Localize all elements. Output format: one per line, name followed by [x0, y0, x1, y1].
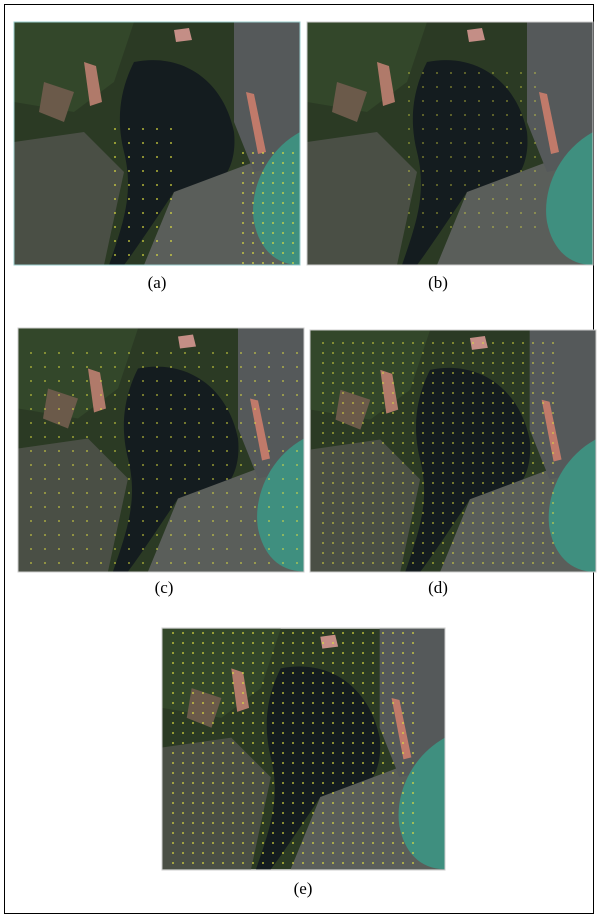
panel-e — [162, 628, 445, 870]
panel-caption: (c) — [155, 578, 174, 597]
figure: (a) (b) (c) (d) (e) — [0, 0, 598, 918]
panel-c — [18, 328, 304, 572]
panel-a — [14, 22, 300, 265]
panel-b — [307, 22, 593, 265]
panel-d — [310, 330, 596, 572]
panel-caption: (a) — [148, 273, 167, 292]
panel-caption: (e) — [294, 879, 313, 898]
panel-caption: (b) — [428, 273, 448, 292]
panel-caption: (d) — [428, 578, 448, 597]
